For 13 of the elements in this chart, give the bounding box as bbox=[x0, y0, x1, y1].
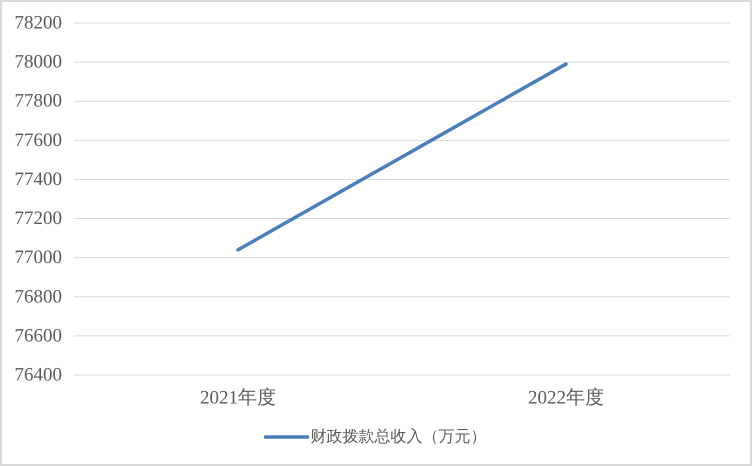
y-tick-label: 77400 bbox=[14, 168, 62, 190]
y-tick-label: 76800 bbox=[14, 286, 62, 308]
y-tick-label: 77200 bbox=[14, 208, 62, 230]
y-tick-label: 77600 bbox=[14, 130, 62, 151]
y-tick-label: 78000 bbox=[14, 52, 62, 73]
y-tick-label: 77000 bbox=[14, 247, 62, 268]
x-tick-label: 2021年度 bbox=[200, 386, 276, 408]
y-tick-label: 77800 bbox=[14, 90, 62, 112]
x-tick-label: 2022年度 bbox=[528, 386, 604, 408]
y-tick-label: 76400 bbox=[14, 364, 62, 386]
y-tick-label: 78200 bbox=[14, 12, 62, 34]
y-tick-label: 76600 bbox=[14, 325, 62, 346]
legend-label: 财政拨款总收入（万元） bbox=[310, 428, 486, 446]
